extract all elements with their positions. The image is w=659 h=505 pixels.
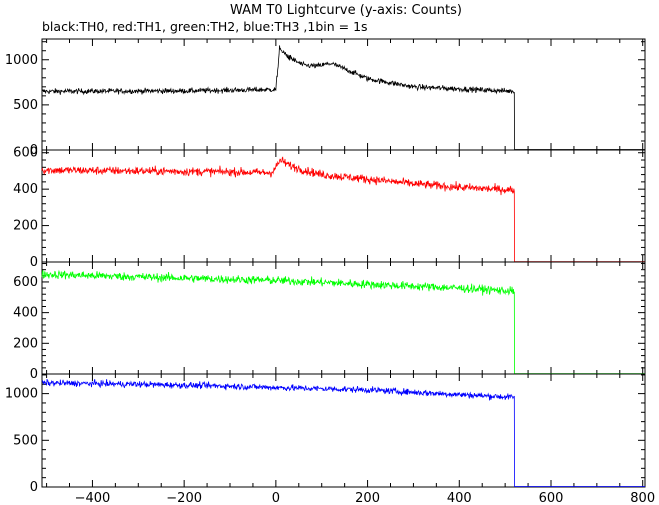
x-tick-label: −400: [75, 491, 111, 505]
chart-title: WAM T0 Lightcurve (y-axis: Counts): [230, 3, 462, 18]
x-tick-label: 400: [447, 491, 472, 505]
panel-th3: 0 500 1000: [5, 373, 646, 495]
series-line-th1: [41, 156, 645, 263]
series-line-th2: [41, 269, 645, 375]
y-tick-label: 400: [13, 182, 38, 197]
series-line-th3: [41, 378, 645, 487]
series-line-th0: [41, 45, 645, 150]
panel-th0: 0 500 1000: [5, 38, 646, 158]
y-tick-label: 200: [13, 336, 38, 351]
chart-subtitle: black:TH0, red:TH1, green:TH2, blue:TH3 …: [42, 19, 368, 34]
x-tick-label: 0: [272, 491, 280, 505]
y-tick-label: 1000: [5, 387, 38, 402]
x-tick-label: −200: [166, 491, 202, 505]
panel-th1: 0 200 400 600: [13, 146, 646, 270]
y-tick-label: 0: [30, 143, 38, 158]
panel-frame: [41, 149, 646, 263]
panel-frame: [41, 38, 646, 151]
panel-th2: 0 200 400 600: [13, 261, 646, 382]
panels-group: 050010000200400600020040060005001000−400…: [5, 38, 655, 505]
x-tick-label: 200: [355, 491, 380, 505]
y-tick-label: 500: [13, 98, 38, 113]
y-tick-label: 200: [13, 219, 38, 234]
y-tick-label: 600: [13, 146, 38, 161]
y-tick-label: 0: [30, 255, 38, 270]
y-tick-label: 0: [30, 480, 38, 495]
y-tick-label: 500: [13, 433, 38, 448]
x-tick-label: 800: [630, 491, 655, 505]
y-tick-label: 600: [13, 275, 38, 290]
x-tick-label: 600: [539, 491, 564, 505]
y-tick-label: 1000: [5, 53, 38, 68]
y-tick-label: 0: [30, 367, 38, 382]
y-tick-label: 400: [13, 306, 38, 321]
